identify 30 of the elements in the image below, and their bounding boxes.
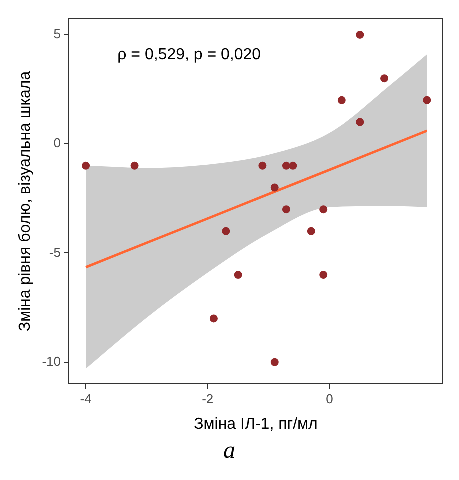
annotation: ρ = 0,529, p = 0,020 <box>118 46 262 64</box>
y-tick-label: 0 <box>54 136 61 151</box>
y-tick-label: -10 <box>42 354 61 369</box>
point <box>130 162 139 170</box>
point <box>258 162 267 170</box>
point <box>320 206 328 214</box>
x-axis-title: Зміна ІЛ-1, пг/мл <box>194 416 318 433</box>
point <box>356 118 364 126</box>
point <box>82 162 90 170</box>
point <box>380 74 389 83</box>
point <box>338 96 346 104</box>
point <box>210 314 218 323</box>
point <box>270 184 279 192</box>
point <box>222 227 230 236</box>
point <box>320 271 328 280</box>
point <box>307 227 316 236</box>
x-tick-label: 0 <box>326 392 334 407</box>
point <box>234 271 242 280</box>
point <box>282 162 290 170</box>
point <box>270 358 279 366</box>
point <box>289 162 298 170</box>
y-tick-label: -5 <box>49 244 61 260</box>
text: а <box>222 438 236 465</box>
x-tick-label: -2 <box>202 392 214 407</box>
point <box>282 206 290 214</box>
point <box>423 96 432 104</box>
point <box>356 30 364 39</box>
x-tick-label: -4 <box>80 392 92 407</box>
y-axis-title: Зміна рівня болю, візуальна шкала <box>17 71 34 332</box>
y-tick-label: 5 <box>54 26 61 42</box>
